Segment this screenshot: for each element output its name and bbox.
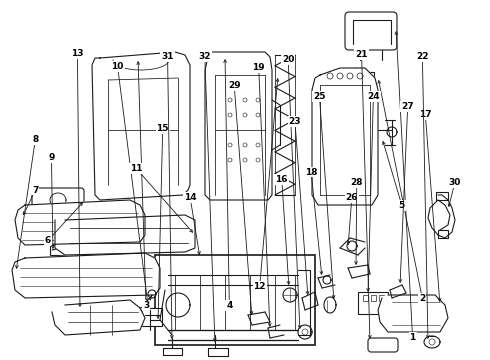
Text: 16: 16 [275,175,288,184]
Bar [436,192,448,200]
Bar [363,295,368,301]
Text: 14: 14 [184,193,196,202]
Bar [379,295,384,301]
Text: 19: 19 [252,63,265,72]
Polygon shape [92,52,190,200]
FancyBboxPatch shape [345,12,397,50]
Text: 30: 30 [448,178,461,187]
Text: 32: 32 [198,52,211,61]
Bar [358,292,388,314]
Text: 23: 23 [289,117,301,126]
Text: 15: 15 [156,124,169,133]
Text: 20: 20 [282,55,294,64]
Text: 10: 10 [111,62,124,71]
Text: 22: 22 [416,52,429,61]
FancyBboxPatch shape [368,338,398,352]
Polygon shape [15,200,145,245]
Text: 25: 25 [313,92,326,101]
Text: 6: 6 [45,236,51,245]
Text: 18: 18 [305,167,318,176]
Text: 31: 31 [161,52,174,61]
Polygon shape [312,68,378,205]
Text: 29: 29 [228,81,241,90]
Text: 12: 12 [253,282,266,291]
Text: 7: 7 [32,186,39,194]
Text: 28: 28 [350,178,363,187]
Text: 13: 13 [71,49,84,58]
Polygon shape [378,295,448,332]
Text: 17: 17 [419,110,432,119]
Polygon shape [12,253,160,298]
Text: 4: 4 [226,301,233,310]
Text: 26: 26 [345,193,358,202]
Text: 2: 2 [419,294,425,303]
FancyBboxPatch shape [32,188,84,233]
Text: 1: 1 [410,333,416,342]
Polygon shape [55,215,195,255]
Text: 24: 24 [367,92,380,101]
Bar [371,295,376,301]
Polygon shape [52,300,145,335]
Text: 8: 8 [32,135,38,144]
Text: 11: 11 [130,164,143,173]
Bar [142,308,162,326]
Bar [50,245,66,255]
Bar [438,230,448,238]
Text: 27: 27 [401,102,414,111]
Text: 5: 5 [399,201,405,210]
Polygon shape [205,52,272,200]
Text: 21: 21 [355,50,368,59]
Text: 3: 3 [143,301,149,310]
Bar [155,255,315,345]
Text: 9: 9 [48,153,55,162]
Bar [356,72,374,86]
